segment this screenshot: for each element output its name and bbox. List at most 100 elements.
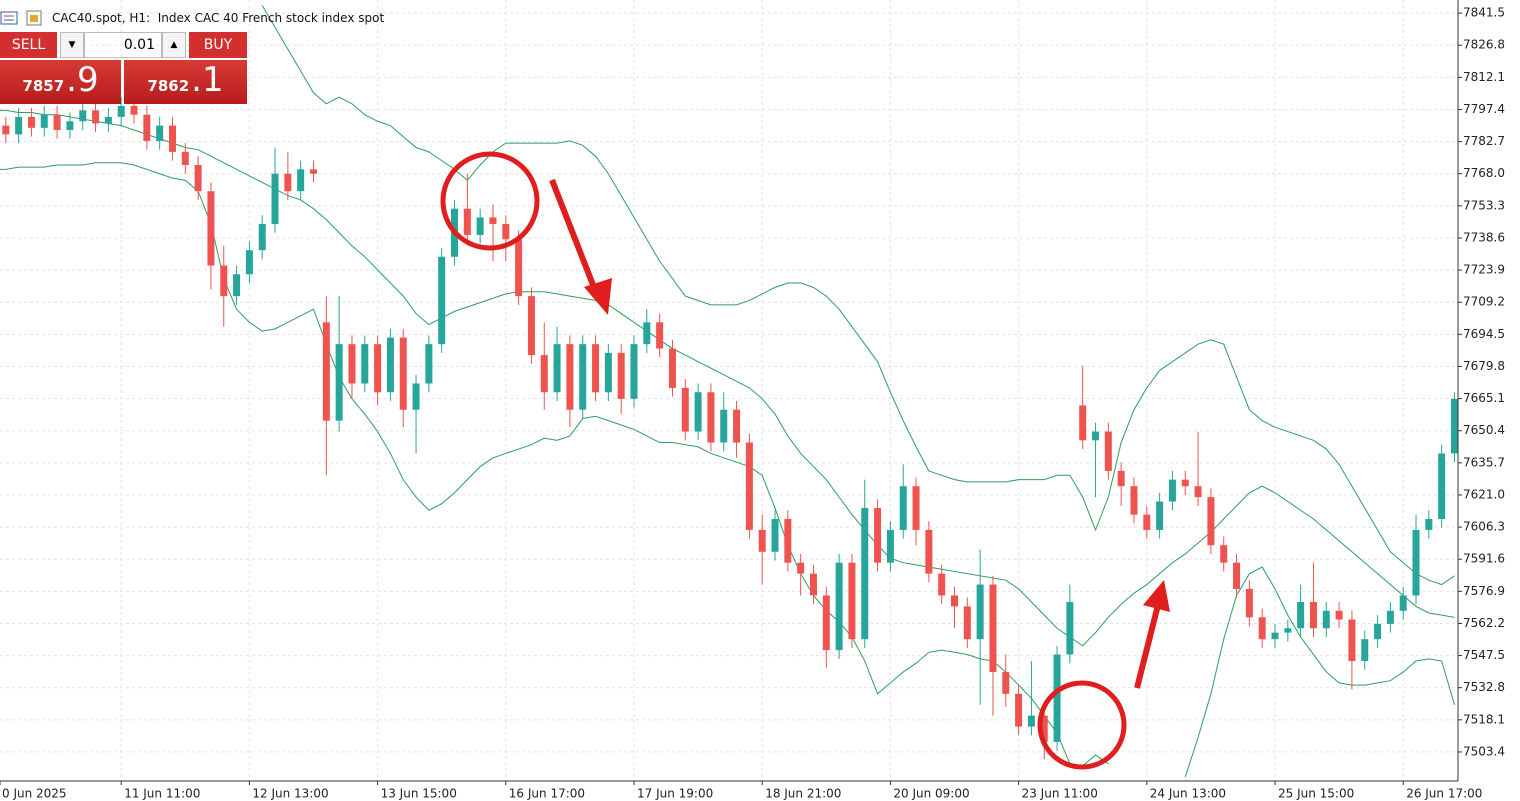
buy-button[interactable]: BUY xyxy=(189,32,247,58)
y-tick-label: 7738.6 xyxy=(1463,230,1505,244)
candle-body xyxy=(515,239,523,297)
candle-body xyxy=(233,274,241,297)
y-tick-label: 7812.1 xyxy=(1463,70,1505,84)
candle-body xyxy=(438,256,446,345)
candle-body xyxy=(92,110,100,124)
candle-body xyxy=(79,110,87,122)
candle-body xyxy=(1450,398,1458,454)
y-tick-label: 7694.5 xyxy=(1463,327,1505,341)
x-tick-label: 25 Jun 15:00 xyxy=(1278,787,1354,801)
candle-body xyxy=(335,344,343,421)
candle-body xyxy=(1220,545,1228,563)
y-tick-label: 7503.4 xyxy=(1463,744,1505,758)
x-tick-label: 12 Jun 13:00 xyxy=(252,787,328,801)
candle-body xyxy=(348,344,356,384)
x-tick-label: 18 Jun 21:00 xyxy=(765,787,841,801)
candle-body xyxy=(861,508,869,640)
volume-down[interactable]: ▼ xyxy=(60,32,84,58)
bollinger-lower xyxy=(0,162,1455,778)
candle-body xyxy=(1027,715,1035,727)
y-tick-label: 7679.8 xyxy=(1463,359,1505,373)
candle-body xyxy=(1092,431,1100,441)
candle-body xyxy=(284,173,292,192)
candle-body xyxy=(412,383,420,410)
ask-main: 7862 xyxy=(147,77,190,95)
candle-body xyxy=(1322,610,1330,629)
candle-body xyxy=(1309,602,1317,629)
candle-body xyxy=(809,573,817,596)
y-tick-label: 7562.2 xyxy=(1463,616,1505,630)
candle-body xyxy=(1271,632,1279,640)
y-tick-label: 7532.8 xyxy=(1463,680,1505,694)
candle-body xyxy=(540,355,548,393)
y-tick-label: 7591.6 xyxy=(1463,552,1505,566)
candle-body xyxy=(1284,628,1292,633)
sell-button[interactable]: SELL xyxy=(0,32,57,58)
candle-body xyxy=(207,191,215,266)
candle-body xyxy=(1361,639,1369,662)
candle-body xyxy=(194,164,202,192)
candle-body xyxy=(374,344,382,393)
candle-body xyxy=(630,344,638,399)
toolbar-icons xyxy=(0,10,42,26)
candle-body xyxy=(1374,623,1382,640)
candle-body xyxy=(399,337,407,410)
candle-body xyxy=(1194,486,1202,498)
y-tick-label: 7621.0 xyxy=(1463,487,1505,501)
candle-body xyxy=(925,529,933,574)
y-tick-label: 7782.7 xyxy=(1463,134,1505,148)
candle-body xyxy=(130,105,138,115)
candle-body xyxy=(694,392,702,432)
candle-body xyxy=(1053,654,1061,742)
candle-body xyxy=(476,217,484,235)
grid xyxy=(0,0,1458,781)
y-tick-label: 7650.4 xyxy=(1463,423,1505,437)
arrow-head xyxy=(1143,580,1170,612)
candle-body xyxy=(938,573,946,596)
arrow-shaft xyxy=(549,178,598,292)
candle-body xyxy=(463,208,471,235)
sell-price[interactable]: 7857.9 xyxy=(0,60,121,104)
x-tick-label: 24 Jun 13:00 xyxy=(1150,787,1226,801)
highlight-circle xyxy=(440,151,540,251)
x-tick-label: 26 Jun 17:00 xyxy=(1406,787,1482,801)
candle-body xyxy=(1130,486,1138,515)
y-tick-label: 7518.1 xyxy=(1463,712,1505,726)
candle-body xyxy=(668,348,676,388)
candle-body xyxy=(1040,715,1048,742)
candle-body xyxy=(181,151,189,165)
annotations xyxy=(440,151,1170,770)
highlight-circle xyxy=(1037,680,1127,770)
candle-body xyxy=(1258,617,1266,640)
volume-input[interactable]: 0.01 xyxy=(84,32,162,58)
candle-body xyxy=(1002,671,1010,694)
candle-body xyxy=(322,322,330,421)
candle-body xyxy=(425,344,433,384)
y-tick-label: 7768.0 xyxy=(1463,166,1505,180)
candle-body xyxy=(1143,514,1151,530)
candle-body xyxy=(258,223,266,251)
candle-body xyxy=(245,250,253,275)
bollinger-upper xyxy=(261,5,1455,586)
candle-body xyxy=(592,344,600,393)
x-tick-label: 20 Jun 09:00 xyxy=(893,787,969,801)
candle-body xyxy=(1245,588,1253,618)
candle-body xyxy=(297,169,305,192)
candle-body xyxy=(579,344,587,410)
bid-fraction: .9 xyxy=(66,60,99,100)
x-tick-label: 23 Jun 11:00 xyxy=(1022,787,1098,801)
icon xyxy=(0,11,18,25)
arrow-head xyxy=(584,278,612,315)
candle-body xyxy=(617,352,625,399)
plot-area xyxy=(0,5,1458,778)
volume-up[interactable]: ▲ xyxy=(162,32,186,58)
candle-body xyxy=(656,322,664,349)
buy-price[interactable]: 7862.1 xyxy=(124,60,247,104)
candle-body xyxy=(361,344,369,384)
candle-body xyxy=(951,595,958,607)
y-tick-label: 7841.5 xyxy=(1463,6,1505,20)
y-tick-label: 7753.3 xyxy=(1463,198,1505,212)
x-tick-label: 17 Jun 19:00 xyxy=(637,787,713,801)
candle-body xyxy=(604,352,612,393)
